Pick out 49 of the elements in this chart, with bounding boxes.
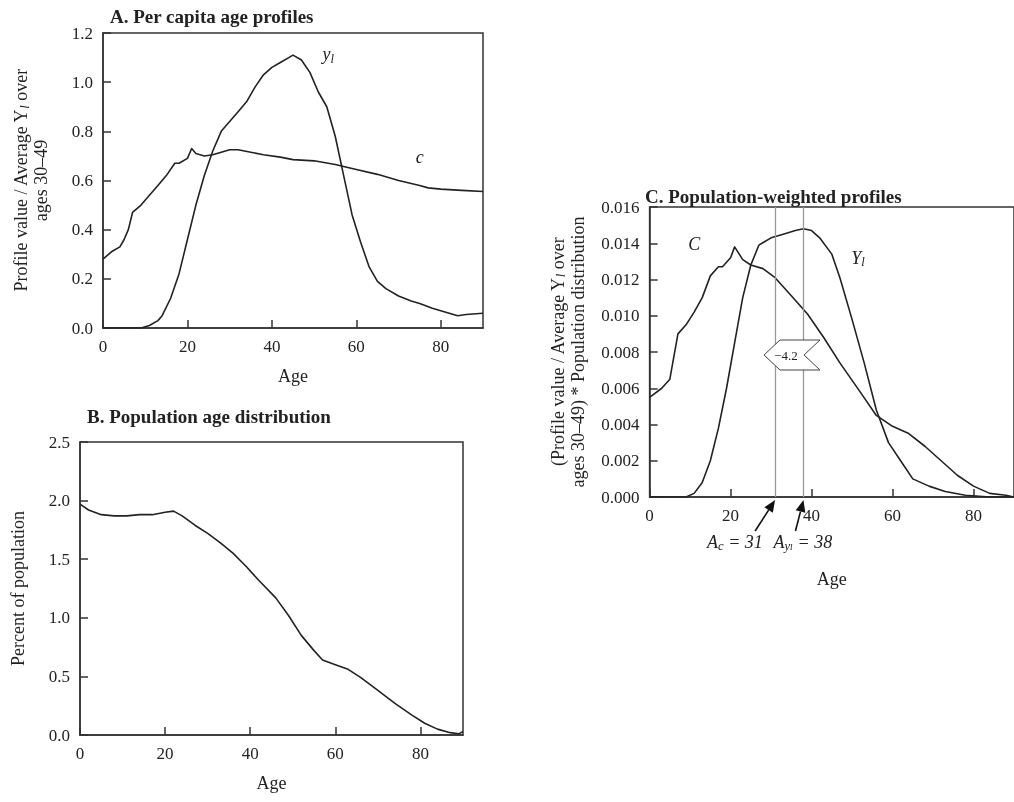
y-tick-label: 0.4 (71, 220, 94, 240)
x-tick-label: 0 (75, 744, 85, 763)
y-tick-label: 0.004 (601, 415, 641, 434)
y-axis-title: Percent of population (8, 511, 29, 666)
y-tick-label: 1.0 (48, 608, 70, 628)
y-tick-label: 0.8 (71, 121, 93, 141)
annotation: −4.2 (774, 347, 798, 363)
y-tick-label: 1.5 (48, 549, 70, 569)
y-tick-label: 0.5 (48, 666, 70, 686)
y-tick-label: 2.5 (48, 432, 70, 452)
y-tick-label: 0.010 (601, 306, 640, 326)
series-label: c (415, 147, 424, 168)
chart-title: B. Population age distribution (87, 406, 332, 427)
x-tick-label: 40 (241, 744, 259, 763)
y-tick-label: 1.2 (71, 23, 93, 43)
x-tick-label: 0 (98, 337, 108, 356)
y-axis-title: (Profile value / Average Yl over ages 30–49) * Population distribution (547, 216, 589, 488)
y-tick-label: 0.014 (601, 233, 641, 253)
y-tick-label: 1.0 (71, 72, 93, 92)
y-tick-label: 0.002 (601, 451, 640, 471)
y-tick-label: 0.6 (71, 171, 93, 190)
x-tick-label: 20 (156, 744, 174, 763)
x-axis-title: Age (256, 772, 287, 793)
text: Profile value / Average Yl over ages 30–49 (11, 68, 52, 292)
y-tick-label: 0.000 (601, 487, 640, 507)
series-label: C (688, 233, 702, 254)
x-tick-label: 20 (178, 337, 196, 356)
y-tick-label: 0.2 (71, 269, 93, 289)
x-axis-title: Age (816, 568, 847, 589)
y-tick-label: 0.0 (71, 318, 93, 338)
x-tick-label: 80 (432, 337, 450, 356)
x-tick-label: 40 (263, 337, 281, 356)
y-tick-label: 2.0 (48, 491, 70, 511)
x-tick-label: 60 (326, 744, 344, 763)
x-tick-label: 20 (722, 506, 740, 525)
x-tick-label: 80 (411, 744, 429, 763)
y-tick-label: 0.016 (601, 197, 640, 217)
chart-title: C. Population-weighted profiles (645, 186, 902, 207)
x-tick-label: 40 (803, 506, 821, 525)
x-tick-label: 60 (347, 337, 365, 356)
x-axis-title: Age (278, 365, 308, 386)
x-tick-label: 80 (965, 506, 983, 525)
chart-title: A. Per capita age profiles (110, 6, 314, 27)
x-tick-label: 60 (884, 506, 902, 525)
y-tick-label: 0.006 (601, 378, 640, 398)
y-tick-label: 0.008 (601, 342, 640, 362)
y-tick-label: 0.0 (48, 725, 70, 745)
x-tick-label: 0 (645, 506, 654, 525)
y-tick-label: 0.012 (601, 270, 640, 289)
